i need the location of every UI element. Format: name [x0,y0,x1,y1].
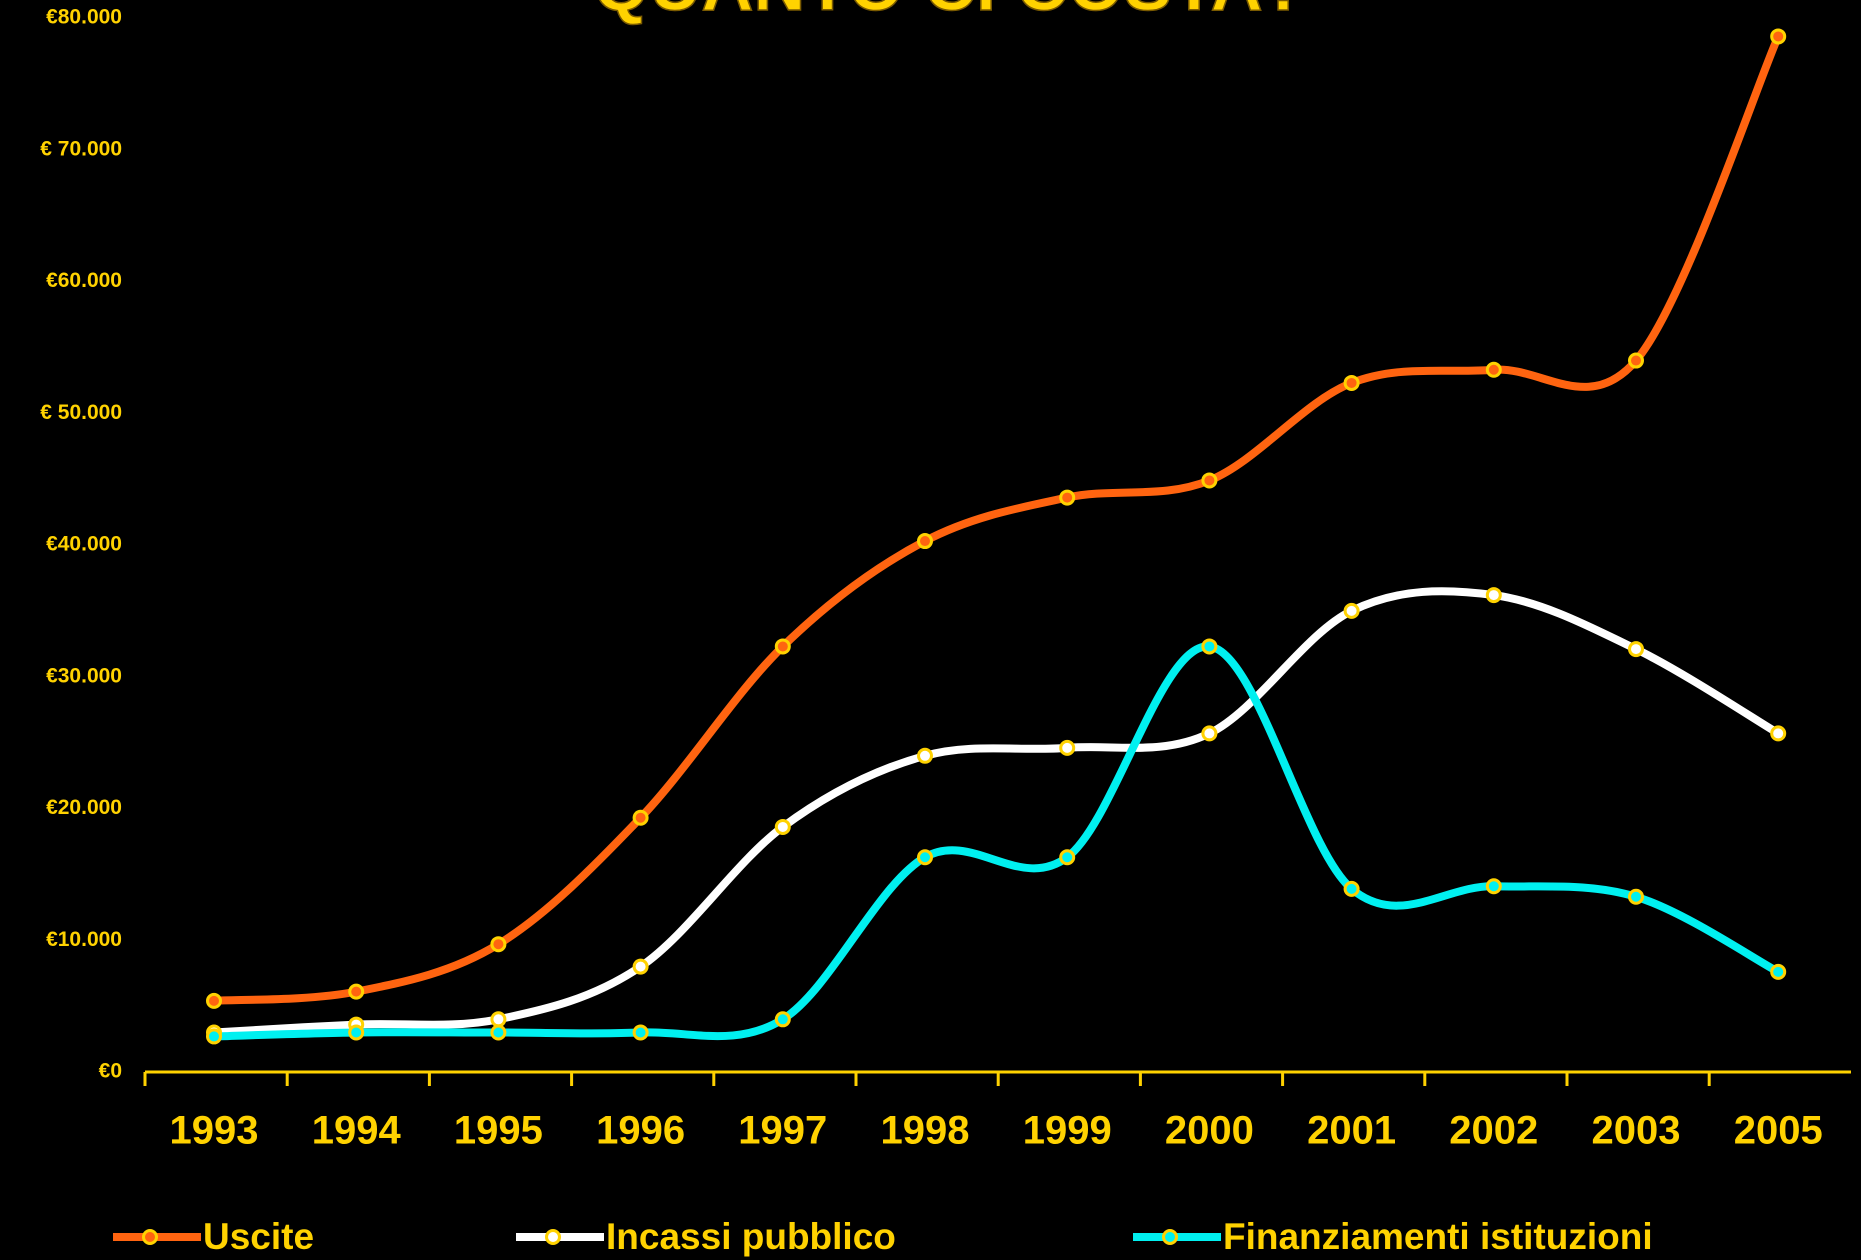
point-marker [490,1024,507,1041]
point-marker [1201,472,1218,489]
point-marker [774,1011,791,1028]
x-tick-label: 1997 [738,1109,827,1153]
point-marker [348,983,365,1000]
point-marker [1201,725,1218,742]
point-marker [917,747,933,764]
point-marker [1059,849,1076,866]
point-marker [1485,361,1502,378]
y-tick-label: €20.000 [46,796,122,819]
point-marker [632,1024,649,1041]
point-marker [1059,739,1076,756]
point-marker [1628,641,1644,658]
y-tick-label: €10.000 [46,928,122,951]
point-marker [206,1028,222,1045]
point-marker [774,818,791,835]
point-marker [206,992,222,1009]
legend-label: Uscite [203,1216,314,1257]
point-marker [1628,888,1644,905]
y-tick-label: €30.000 [46,664,122,687]
point-marker [1770,28,1787,45]
legend-marker [142,1229,158,1245]
x-tick-label: 1993 [170,1109,259,1153]
series-line [213,642,1781,1041]
point-marker [1201,638,1218,655]
y-tick-label: €40.000 [46,533,122,556]
point-marker [1343,602,1360,619]
x-tick-label: 2005 [1734,1109,1823,1153]
y-tick-label: €0 [99,1060,122,1083]
point-marker [1628,352,1644,369]
point-marker [1485,587,1502,604]
legend-label: Incassi pubblico [606,1216,896,1257]
x-tick-label: 1994 [312,1109,402,1153]
point-marker [1770,963,1787,980]
point-marker [774,638,791,655]
chart-title: QUANTO CI COSTA? [593,0,1306,26]
x-tick-label: 2002 [1449,1109,1538,1153]
x-tick-label: 1996 [596,1109,685,1153]
y-tick-label: €80.000 [46,6,122,29]
legend-label: Finanziamenti istituzioni [1223,1216,1653,1257]
point-marker [632,809,649,826]
point-marker [490,1011,507,1028]
point-marker [632,958,649,975]
point-marker [917,849,933,866]
point-marker [1485,878,1502,895]
point-marker [348,1024,365,1041]
x-tick-label: 2000 [1165,1109,1254,1153]
x-tick-label: 2003 [1592,1109,1681,1153]
x-tick-label: 1999 [1023,1109,1112,1153]
y-tick-label: € 50.000 [40,401,122,424]
point-marker [490,936,507,953]
y-tick-label: €60.000 [46,269,122,292]
x-tick-label: 1998 [881,1109,970,1153]
point-marker [917,533,933,550]
legend-marker [545,1229,561,1245]
point-marker [1343,374,1360,391]
legend-marker [1162,1229,1178,1245]
point-marker [1059,489,1076,506]
y-tick-label: € 70.000 [40,137,122,160]
point-marker [1770,725,1787,742]
point-marker [1343,880,1360,897]
x-tick-label: 1995 [454,1109,543,1153]
x-tick-label: 2001 [1307,1109,1396,1153]
